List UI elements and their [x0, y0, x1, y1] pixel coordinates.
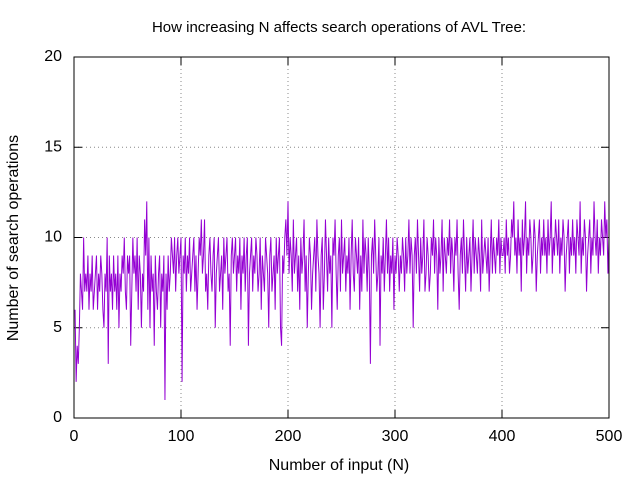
x-tick-label: 200 — [275, 428, 302, 445]
y-tick-label: 15 — [44, 138, 62, 155]
y-axis-label: Number of search operations — [5, 135, 22, 341]
x-tick-label: 500 — [596, 428, 623, 445]
x-axis-label: Number of input (N) — [269, 457, 410, 474]
x-tick-label: 0 — [70, 428, 79, 445]
plot-border — [73, 56, 610, 419]
x-tick-label: 400 — [489, 428, 516, 445]
y-tick-label: 5 — [53, 319, 62, 336]
chart-title: How increasing N affects search operatio… — [152, 19, 526, 36]
x-tick-label: 300 — [382, 428, 409, 445]
y-tick-label: 0 — [53, 409, 62, 426]
x-tick-label: 100 — [168, 428, 195, 445]
y-tick-label: 10 — [44, 229, 62, 246]
data-line — [74, 201, 610, 400]
y-tick-label: 20 — [44, 48, 62, 65]
